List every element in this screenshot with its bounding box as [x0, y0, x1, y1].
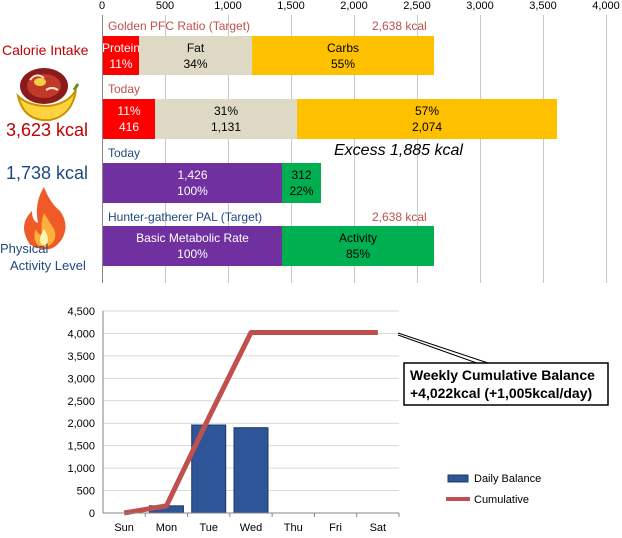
today-intake-title: Today [108, 82, 141, 96]
gridline [417, 15, 418, 283]
x-tick-label: Mon [156, 522, 177, 534]
x-tick-label: Sun [114, 522, 134, 534]
gridline [102, 15, 103, 283]
today-activity-pct: 22% [289, 184, 314, 198]
pal-label-line2: Activity Level [10, 258, 86, 273]
golden-protein-segment: Protein 11% [103, 36, 139, 75]
y-tick-label: 2,500 [67, 396, 95, 408]
hunter-bmr-label: Basic Metabolic Rate [136, 231, 249, 245]
gridline [480, 15, 481, 283]
golden-pfc-kcal: 2,638 kcal [372, 19, 427, 33]
golden-fat-label: Fat [186, 40, 205, 55]
y-tick-label: 1,000 [67, 463, 95, 475]
legend-label-daily-balance: Daily Balance [474, 473, 541, 485]
gridline [354, 15, 355, 283]
gridline [543, 15, 544, 283]
hunter-activity-label: Activity [338, 231, 377, 245]
hunter-activity-pct: 85% [345, 247, 371, 261]
today-protein-pct: 11% [117, 104, 141, 118]
burn-value: 1,738 kcal [6, 163, 89, 183]
axis-tick: 2,500 [403, 0, 431, 12]
axis-tick: 0 [98, 0, 106, 12]
top-bar-chart: 0 500 1,000 1,500 2,000 2,500 3,000 3,50… [0, 0, 622, 283]
axis-tick: 1,500 [277, 0, 305, 12]
y-tick-label: 4,500 [67, 306, 95, 318]
today-activity-segment: 312 22% [282, 163, 321, 203]
golden-protein-pct: 11% [109, 56, 133, 71]
gridline [606, 15, 607, 283]
gridline [165, 15, 166, 283]
calorie-intake-label: Calorie Intake [2, 42, 89, 58]
x-tick-label: Tue [199, 522, 218, 534]
y-tick-label: 3,500 [67, 351, 95, 363]
y-tick-label: 4,000 [67, 328, 95, 340]
flame-icon [24, 187, 66, 250]
axis-tick: 500 [155, 0, 175, 12]
y-tick-label: 0 [89, 508, 95, 520]
top-axis-ticks: 0 500 1,000 1,500 2,000 2,500 3,000 3,50… [0, 0, 622, 16]
annotation-pointer [397, 332, 489, 364]
golden-pfc-title: Golden PFC Ratio (Target) [108, 19, 251, 33]
today-carbs-segment: 57% 2,074 [297, 99, 557, 139]
axis-tick: 3,000 [466, 0, 494, 12]
cumulative-line [123, 329, 378, 516]
gridline [291, 15, 292, 283]
x-tick-label: Wed [240, 522, 262, 534]
gridline [228, 15, 229, 283]
hunter-activity-segment: Activity 85% [282, 226, 434, 266]
golden-carbs-segment: Carbs 55% [252, 36, 434, 75]
today-protein-segment: 11% 416 [103, 99, 155, 139]
today-protein-kcal: 416 [118, 120, 140, 134]
golden-fat-segment: Fat 34% [139, 36, 252, 75]
axis-tick: 3,500 [529, 0, 557, 12]
hunter-title: Hunter-gatherer PAL (Target) [108, 210, 263, 224]
hunter-bmr-segment: Basic Metabolic Rate 100% [103, 226, 282, 266]
today-carbs-kcal: 2,074 [411, 120, 443, 134]
daily-balance-bar [233, 427, 269, 514]
golden-protein-label: Protein [103, 40, 139, 55]
x-tick-label: Thu [284, 522, 303, 534]
annotation-line1: Weekly Cumulative Balance [410, 367, 595, 383]
today-activity-title: Today [108, 146, 141, 160]
today-fat-kcal: 1,131 [210, 120, 242, 134]
x-tick-label: Sat [370, 522, 387, 534]
axis-tick: 2,000 [340, 0, 368, 12]
golden-carbs-label: Carbs [326, 40, 359, 55]
pal-label-line1: Physical [0, 241, 49, 256]
intake-value: 3,623 kcal [6, 120, 89, 140]
hunter-bmr-pct: 100% [177, 247, 208, 261]
today-bmr-pct: 100% [177, 184, 208, 198]
today-fat-segment: 31% 1,131 [155, 99, 297, 139]
weekly-balance-chart: 0 500 1,000 1,500 2,000 2,500 3,000 3,500 4,000 4… [67, 306, 609, 534]
axis-tick: 4,000 [592, 0, 620, 12]
excess-label: Excess 1,885 kcal [334, 142, 463, 159]
y-tick-label: 3,000 [67, 373, 95, 385]
golden-carbs-pct: 55% [330, 56, 356, 71]
annotation-pointer [397, 334, 489, 368]
golden-fat-pct: 34% [183, 56, 208, 71]
annotation-line2: +4,022kcal (+1,005kcal/day) [410, 385, 592, 401]
y-tick-label: 1,500 [67, 441, 95, 453]
y-tick-label: 2,000 [67, 418, 95, 430]
today-carbs-pct: 57% [414, 104, 440, 118]
hunter-kcal: 2,638 kcal [372, 210, 427, 224]
y-tick-label: 500 [77, 486, 95, 498]
legend-swatch-daily-balance [447, 474, 469, 483]
x-tick-label: Fri [329, 522, 342, 534]
today-activity-kcal: 312 [291, 168, 312, 182]
today-fat-pct: 31% [213, 104, 239, 118]
today-bmr-kcal: 1,426 [177, 168, 208, 182]
axis-tick: 1,000 [214, 0, 242, 12]
today-bmr-segment: 1,426 100% [103, 163, 282, 203]
meat-and-banana-icon [16, 68, 80, 122]
legend-label-cumulative: Cumulative [474, 494, 529, 506]
annotation-box [403, 362, 609, 406]
